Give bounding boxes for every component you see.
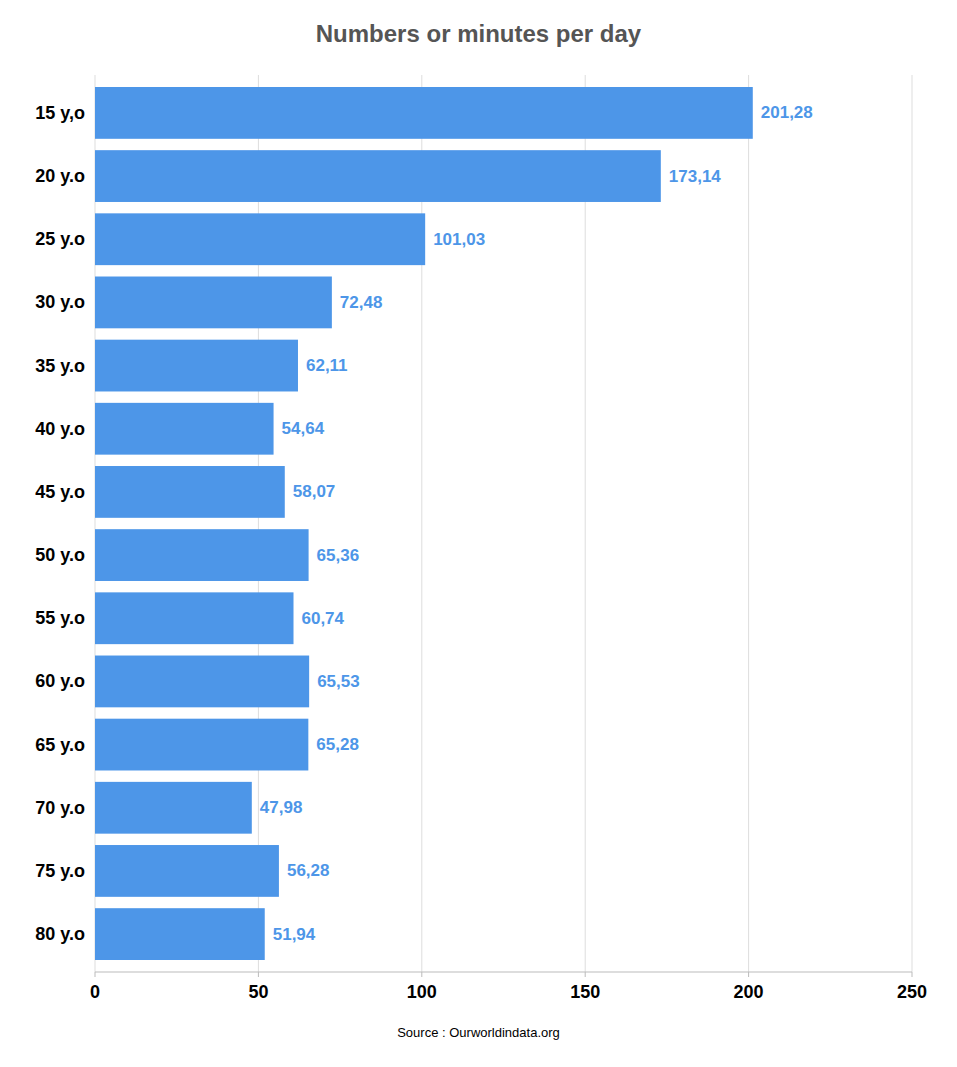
title: Numbers or minutes per day: [316, 20, 642, 47]
labels: 15 y,o 201,28 20 y.o 173,14 25 y.o 101,03 30 y…: [35, 103, 812, 944]
x-tick-label: 200: [734, 982, 764, 1002]
bar: [95, 845, 279, 897]
y-tick-label: 60 y.o: [35, 671, 85, 691]
bar: [95, 466, 285, 518]
x-tick-label: 50: [248, 982, 268, 1002]
y-tick-label: 70 y.o: [35, 798, 85, 818]
data-label: 173,14: [669, 167, 722, 186]
data-label: 65,53: [317, 672, 360, 691]
grid: [95, 75, 912, 972]
x-tick: [258, 972, 259, 977]
y-tick-label: 25 y.o: [35, 229, 85, 249]
y-tick-label: 45 y.o: [35, 482, 85, 502]
data-label: 72,48: [340, 293, 383, 312]
data-label: 62,11: [306, 356, 348, 375]
x-tick-label: 250: [897, 982, 927, 1002]
x-tick: [748, 972, 749, 977]
grid-line: [421, 75, 422, 972]
y-tick-label: 80 y.o: [35, 924, 85, 944]
bar: [95, 592, 293, 644]
grid-line: [258, 75, 259, 972]
y-tick-label: 30 y.o: [35, 292, 85, 312]
x-tick: [95, 972, 96, 977]
y-tick-label: 55 y.o: [35, 608, 85, 628]
data-label: 58,07: [293, 482, 336, 501]
data-label: 54,64: [282, 419, 325, 438]
data-label: 51,94: [273, 925, 316, 944]
x-tick-label: 100: [407, 982, 437, 1002]
data-label: 65,28: [316, 735, 359, 754]
data-label: 56,28: [287, 861, 330, 880]
bar: [95, 908, 265, 960]
bar: [95, 340, 298, 392]
bar: [95, 87, 753, 139]
chart-svg: Numbers or minutes per day 0 50 100 150 200 25…: [0, 0, 957, 1067]
grid-line: [585, 75, 586, 972]
x-tick-label: 0: [90, 982, 100, 1002]
bar: [95, 656, 309, 708]
x-tick: [585, 972, 586, 977]
bars: [95, 87, 753, 960]
data-label: 101,03: [433, 230, 485, 249]
y-tick-label: 50 y.o: [35, 545, 85, 565]
bar: [95, 213, 425, 265]
chart-container: Numbers or minutes per day 0 50 100 150 200 25…: [0, 0, 957, 1067]
grid-line: [912, 75, 913, 972]
y-tick-label: 75 y.o: [35, 861, 85, 881]
x-axis-line: [95, 972, 912, 973]
data-label: 65,36: [317, 546, 360, 565]
bar: [95, 782, 252, 834]
x-tick: [421, 972, 422, 977]
y-tick-label: 65 y.o: [35, 735, 85, 755]
bar: [95, 529, 309, 581]
grid-line: [95, 75, 96, 972]
bar: [95, 403, 274, 455]
x-tick-label: 150: [570, 982, 600, 1002]
x-axis: 0 50 100 150 200 250: [90, 972, 927, 1002]
data-label: 47,98: [260, 798, 303, 817]
bar: [95, 719, 308, 771]
bar: [95, 150, 661, 202]
y-tick-label: 40 y.o: [35, 419, 85, 439]
data-label: 60,74: [301, 609, 344, 628]
page: {"chart_data": {"type": "bar", "orientat…: [0, 0, 957, 1067]
source-note: Source : Ourworldindata.org: [397, 1025, 560, 1040]
bar: [95, 277, 332, 329]
y-tick-label: 15 y,o: [35, 103, 85, 123]
y-tick-label: 20 y.o: [35, 166, 85, 186]
grid-line: [748, 75, 749, 972]
x-tick: [912, 972, 913, 977]
y-tick-label: 35 y.o: [35, 356, 85, 376]
data-label: 201,28: [761, 103, 813, 122]
